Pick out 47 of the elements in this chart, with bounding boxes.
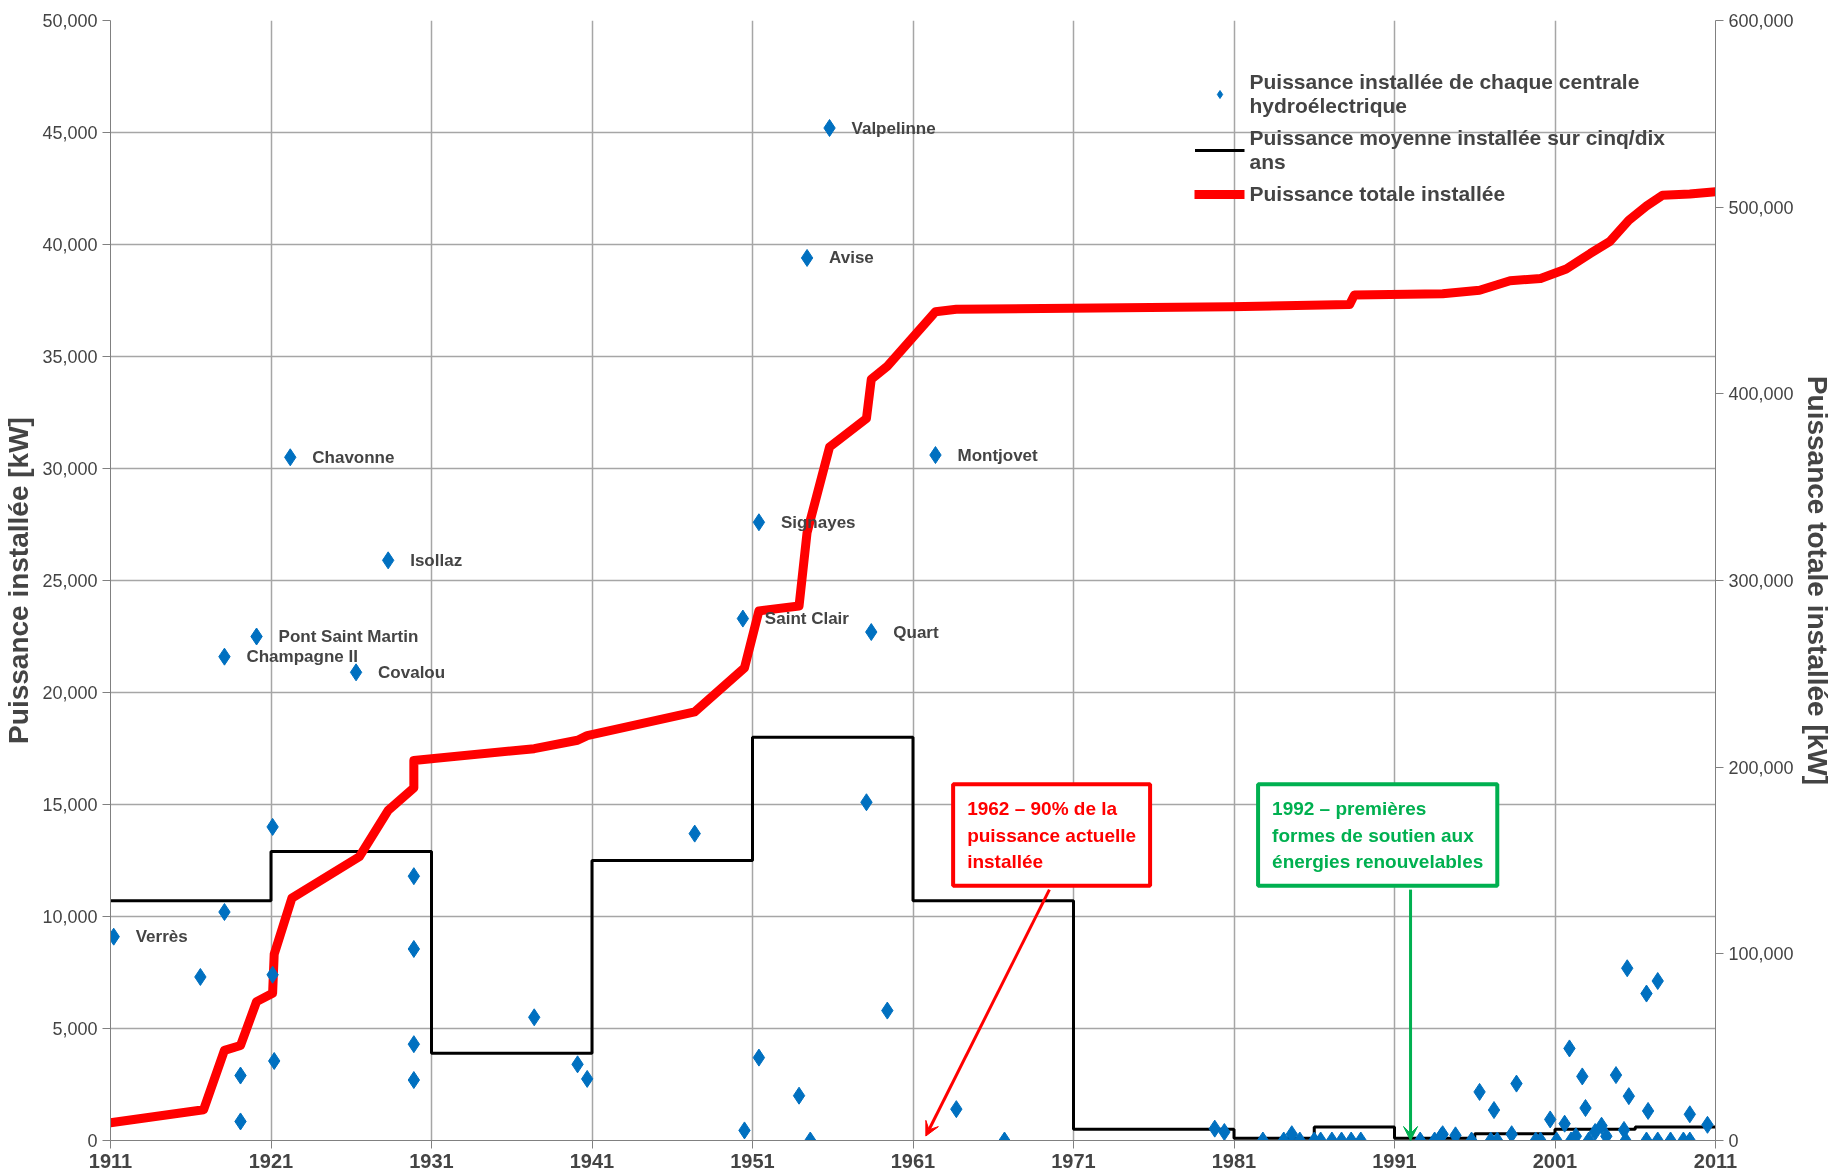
- x-tick-label: 1981: [1211, 1149, 1257, 1172]
- y2-axis-title: Puissance totale installée [kW]: [1801, 375, 1833, 786]
- annotation: Verrès: [135, 927, 188, 947]
- annotation: Champagne II: [246, 647, 358, 667]
- annotation: Chavonne: [312, 447, 395, 467]
- annotation: Saint Clair: [764, 609, 850, 629]
- y2-tick-label: 500,000: [1728, 197, 1794, 218]
- x-tick-label: 1971: [1051, 1149, 1096, 1172]
- annotation: Valpelinne: [851, 118, 936, 138]
- y2-tick-label: 400,000: [1728, 384, 1794, 405]
- x-tick-label: 1961: [890, 1149, 936, 1172]
- y-tick-label: 0: [87, 1131, 98, 1151]
- x-tick-label: 1921: [248, 1149, 294, 1172]
- x-tick-label: 1931: [409, 1149, 454, 1172]
- annotation: Pont Saint Martin: [278, 627, 419, 646]
- x-tick-label: 1911: [88, 1149, 133, 1172]
- y2-tick-label: 0: [1728, 1131, 1739, 1151]
- y-tick-label: 50,000: [42, 11, 98, 31]
- y-tick-label: 35,000: [42, 347, 98, 367]
- y-tick-label: 5,000: [52, 1019, 98, 1039]
- y2-tick-label: 600,000: [1728, 11, 1794, 31]
- annotation: Covalou: [378, 662, 446, 682]
- x-tick-label: 1991: [1372, 1149, 1417, 1172]
- y-axis-title: Puissance installée [kW]: [3, 417, 35, 744]
- annotation: 1992 – premières formes de soutien aux énergies renouvelables: [1272, 798, 1484, 872]
- y-tick-label: 15,000: [42, 795, 98, 815]
- annotation: Isollaz: [410, 550, 463, 570]
- legend-label: Puissance totale installée: [1249, 182, 1506, 206]
- y-tick-label: 45,000: [42, 123, 98, 143]
- y-tick-label: 40,000: [42, 235, 98, 255]
- y-tick-label: 30,000: [42, 459, 98, 479]
- x-tick-label: 1951: [730, 1149, 775, 1172]
- x-tick-label: 2001: [1532, 1149, 1578, 1172]
- legend-label: Puissance installée de chaque centrale hydroélectrique: [1249, 70, 1640, 118]
- y-tick-label: 25,000: [42, 571, 98, 591]
- annotation: Quart: [893, 622, 939, 642]
- x-tick-label: 1941: [569, 1149, 615, 1172]
- y2-tick-label: 200,000: [1728, 757, 1794, 778]
- y-tick-label: 10,000: [42, 907, 98, 927]
- y2-tick-label: 300,000: [1728, 571, 1794, 591]
- x-tick-label: 2011: [1693, 1149, 1738, 1172]
- annotation: 1962 – 90% de la puissance actuelle installée: [967, 798, 1137, 872]
- y2-tick-label: 100,000: [1728, 944, 1794, 965]
- annotation: Avise: [829, 248, 874, 268]
- y-tick-label: 20,000: [42, 683, 98, 703]
- annotation: Montjovet: [957, 445, 1039, 465]
- legend-label: Puissance moyenne installée sur cinq/dix ans: [1249, 126, 1665, 174]
